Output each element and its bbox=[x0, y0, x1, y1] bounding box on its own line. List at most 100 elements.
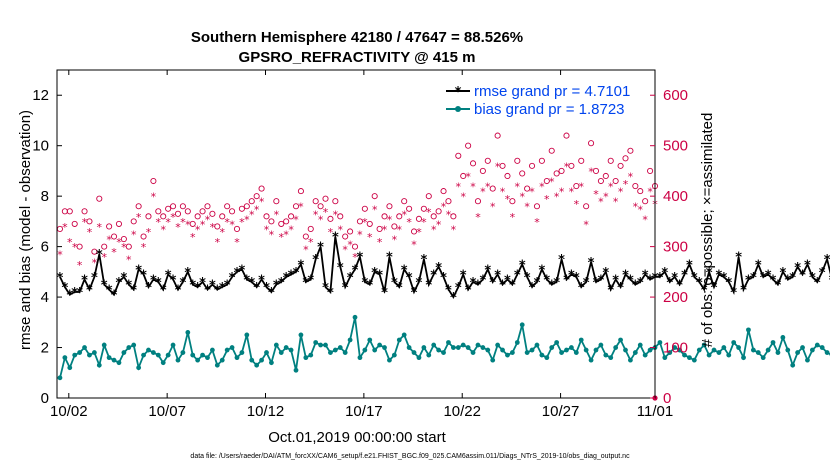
rmse-point: * bbox=[184, 266, 191, 281]
obs-possible-point bbox=[509, 198, 516, 205]
bias-point bbox=[278, 350, 284, 355]
obs-assimilated-point: * bbox=[224, 216, 230, 229]
obs-possible-point bbox=[361, 205, 368, 212]
obs-assimilated-point: * bbox=[229, 218, 235, 231]
rmse-point: * bbox=[366, 278, 373, 293]
bias-point bbox=[293, 367, 299, 373]
obs-possible-point bbox=[592, 167, 600, 174]
obs-possible-point bbox=[160, 213, 167, 220]
y2-tick-label: 600 bbox=[663, 87, 688, 104]
bias-point bbox=[583, 347, 589, 353]
obs-possible-point bbox=[297, 188, 304, 195]
bias-point bbox=[819, 345, 825, 350]
rmse-point: * bbox=[435, 261, 442, 276]
rmse-point: * bbox=[342, 281, 349, 296]
bias-point bbox=[667, 350, 673, 355]
bias-point bbox=[750, 347, 756, 353]
obs-assimilated-point: * bbox=[72, 241, 78, 254]
bias-point bbox=[755, 350, 761, 355]
obs-assimilated-point: * bbox=[564, 160, 570, 173]
rmse-point: * bbox=[799, 268, 806, 283]
obs-assimilated-point: * bbox=[185, 218, 191, 231]
rmse-point: * bbox=[347, 271, 354, 286]
obs-assimilated-point: * bbox=[446, 208, 452, 221]
bias-point bbox=[382, 345, 387, 350]
bias-point bbox=[460, 342, 466, 348]
obs-assimilated-point: * bbox=[628, 170, 634, 183]
obs-assimilated-point: * bbox=[465, 170, 471, 183]
rmse-point: * bbox=[514, 268, 521, 283]
y-axis-left: 0 2 4 6 8 10 12 bbox=[32, 87, 62, 407]
obs-possible-point bbox=[120, 235, 127, 243]
obs-possible-point bbox=[253, 193, 260, 200]
bias-point bbox=[687, 355, 692, 361]
rmse-point: * bbox=[760, 271, 767, 286]
obs-possible-point bbox=[440, 188, 447, 195]
bias-point bbox=[170, 342, 176, 348]
bias-point bbox=[446, 340, 451, 345]
legend-swatch-marker: * bbox=[455, 85, 462, 100]
rmse-point: * bbox=[784, 273, 791, 288]
rmse-point: * bbox=[691, 271, 698, 286]
rmse-point: * bbox=[57, 271, 64, 286]
obs-possible-point bbox=[288, 213, 295, 220]
bias-point bbox=[657, 340, 663, 345]
obs-possible-point bbox=[391, 223, 398, 230]
obs-assimilated-point: * bbox=[165, 216, 171, 229]
rmse-point: * bbox=[686, 258, 693, 273]
rmse-point: * bbox=[420, 253, 427, 268]
obs-possible-point bbox=[337, 213, 344, 220]
obs-possible-point bbox=[110, 233, 118, 240]
obs-possible-point bbox=[573, 183, 580, 190]
bias-point bbox=[77, 350, 83, 355]
rmse-point: * bbox=[789, 271, 796, 286]
rmse-point: * bbox=[484, 263, 491, 278]
rmse-point: * bbox=[327, 286, 334, 301]
obs-possible-point bbox=[347, 228, 354, 235]
rmse-point: * bbox=[612, 273, 619, 288]
bias-point bbox=[313, 340, 319, 345]
rmse-point: * bbox=[145, 281, 152, 296]
bias-point bbox=[480, 345, 486, 350]
obs-possible-point bbox=[145, 213, 152, 220]
y2-tick-label: 0 bbox=[663, 390, 671, 407]
obs-possible-point bbox=[529, 162, 536, 169]
rmse-point: * bbox=[465, 284, 472, 299]
bias-point bbox=[760, 355, 766, 361]
rmse-point: * bbox=[130, 284, 137, 299]
obs-possible-point bbox=[204, 203, 211, 210]
rmse-point: * bbox=[332, 231, 339, 246]
obs-assimilated-point: * bbox=[578, 181, 584, 194]
rmse-point: * bbox=[706, 266, 713, 281]
rmse-point: * bbox=[61, 281, 68, 296]
obs-possible-point bbox=[229, 208, 236, 215]
obs-possible-point bbox=[632, 183, 639, 190]
y2-tick-label: 300 bbox=[663, 239, 688, 256]
rmse-point: * bbox=[243, 273, 250, 288]
bias-point bbox=[210, 347, 215, 353]
rmse-point: * bbox=[86, 284, 93, 299]
bias-point bbox=[72, 352, 78, 358]
obs-assimilated-point: * bbox=[397, 223, 403, 236]
obs-assimilated-point: * bbox=[57, 249, 63, 262]
obs-possible-point bbox=[332, 198, 339, 205]
obs-assimilated-point: * bbox=[441, 201, 447, 214]
bias-point bbox=[450, 345, 456, 350]
obs-assimilated-point: * bbox=[180, 216, 186, 229]
obs-assimilated-point: * bbox=[87, 226, 93, 239]
obs-possible-point bbox=[91, 248, 98, 255]
bias-point bbox=[146, 347, 151, 353]
obs-possible-point bbox=[543, 177, 550, 185]
obs-possible-point bbox=[499, 162, 506, 169]
rmse-point: * bbox=[597, 273, 604, 288]
obs-assimilated-point: * bbox=[156, 216, 162, 229]
bias-point bbox=[141, 352, 146, 358]
obs-possible-point bbox=[578, 157, 585, 164]
rmse-point: * bbox=[725, 276, 732, 291]
bias-point bbox=[608, 355, 614, 361]
bias-point bbox=[770, 340, 776, 345]
obs-assimilated-point: * bbox=[264, 223, 270, 236]
rmse-point: * bbox=[253, 281, 260, 296]
rmse-point: * bbox=[440, 271, 447, 286]
rmse-point: * bbox=[140, 268, 147, 283]
